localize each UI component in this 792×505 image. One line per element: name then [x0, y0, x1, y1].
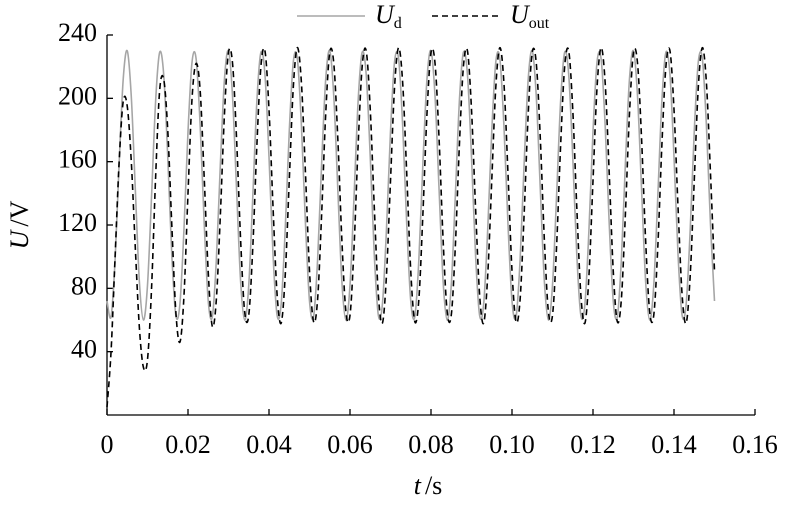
- y-tick-label: 120: [58, 208, 97, 237]
- y-tick-label: 200: [58, 81, 97, 110]
- y-tick-label: 160: [58, 145, 97, 174]
- x-tick-label: 0.08: [408, 430, 454, 459]
- legend-label: Uout: [510, 0, 550, 32]
- x-tick-label: 0.10: [489, 430, 535, 459]
- x-tick-label: 0.04: [246, 430, 292, 459]
- x-tick-label: 0: [101, 430, 114, 459]
- series-line: [106, 46, 716, 408]
- x-tick-label: 0.14: [651, 430, 697, 459]
- legend-label: Ud: [375, 0, 402, 32]
- x-tick-label: 0.12: [570, 430, 616, 459]
- x-tick-label: 0.02: [165, 430, 211, 459]
- y-tick-label: 240: [58, 18, 97, 47]
- y-tick-label: 40: [71, 335, 97, 364]
- x-tick-label: 0.06: [327, 430, 373, 459]
- x-tick-label: 0.16: [732, 430, 778, 459]
- y-tick-label: 80: [71, 271, 97, 300]
- series-line: [106, 49, 716, 321]
- y-axis-label: U/V: [5, 200, 34, 249]
- x-axis-label: t/s: [414, 471, 443, 500]
